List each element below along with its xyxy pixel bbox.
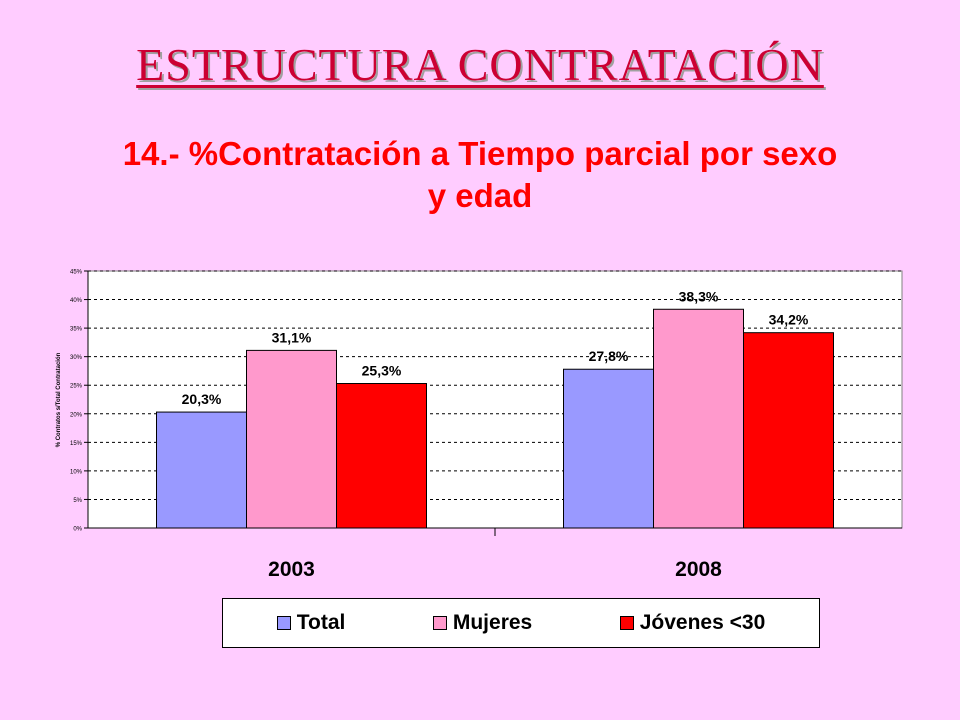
data-label: 38,3% (679, 288, 719, 304)
data-label: 25,3% (362, 363, 402, 379)
y-tick-label: 0% (73, 527, 82, 533)
data-label: 20,3% (182, 391, 222, 407)
slide-title: ESTRUCTURA CONTRATACIÓN (136, 39, 824, 90)
y-tick-label: 45% (70, 270, 83, 276)
data-label: 34,2% (769, 312, 809, 328)
x-tick-label: 2003 (268, 558, 315, 581)
data-label: 27,8% (589, 348, 629, 364)
y-tick-label: 20% (70, 412, 83, 418)
y-tick-label: 35% (70, 327, 83, 333)
bar-total-2008 (563, 368, 654, 529)
chart-title: 14.- %Contratación a Tiempo parcial por … (122, 135, 838, 214)
legend-swatch (432, 616, 447, 630)
legend-item: Mujeres (432, 611, 533, 635)
data-label: 31,1% (272, 329, 312, 345)
y-tick-label: 15% (70, 441, 83, 447)
bar-total-2003 (156, 411, 247, 529)
bar-mujeres-2008 (653, 308, 744, 529)
legend-item: Jóvenes <30 (619, 611, 766, 635)
y-tick-label: 10% (70, 469, 83, 475)
x-tick-label: 2008 (675, 558, 722, 581)
y-tick-label: 40% (70, 298, 83, 304)
legend-swatch (276, 616, 291, 630)
legend-label: Jóvenes <30 (639, 611, 766, 634)
y-tick-label: 5% (73, 498, 82, 504)
legend-label: Total (296, 611, 346, 634)
y-tick-label: 30% (70, 355, 83, 361)
y-axis-label: % Contratos s/Total Contratación (56, 352, 62, 447)
bar-mujeres-2003 (246, 349, 337, 529)
bar-j-venes-30-2008 (743, 332, 834, 529)
legend-item: Total (276, 611, 346, 635)
y-tick-label: 25% (70, 384, 83, 390)
chart-legend: Total Mujeres Jóvenes <30 (222, 598, 820, 648)
legend-label: Mujeres (452, 611, 533, 634)
bar-j-venes-30-2003 (336, 383, 427, 529)
legend-swatch (619, 616, 634, 630)
